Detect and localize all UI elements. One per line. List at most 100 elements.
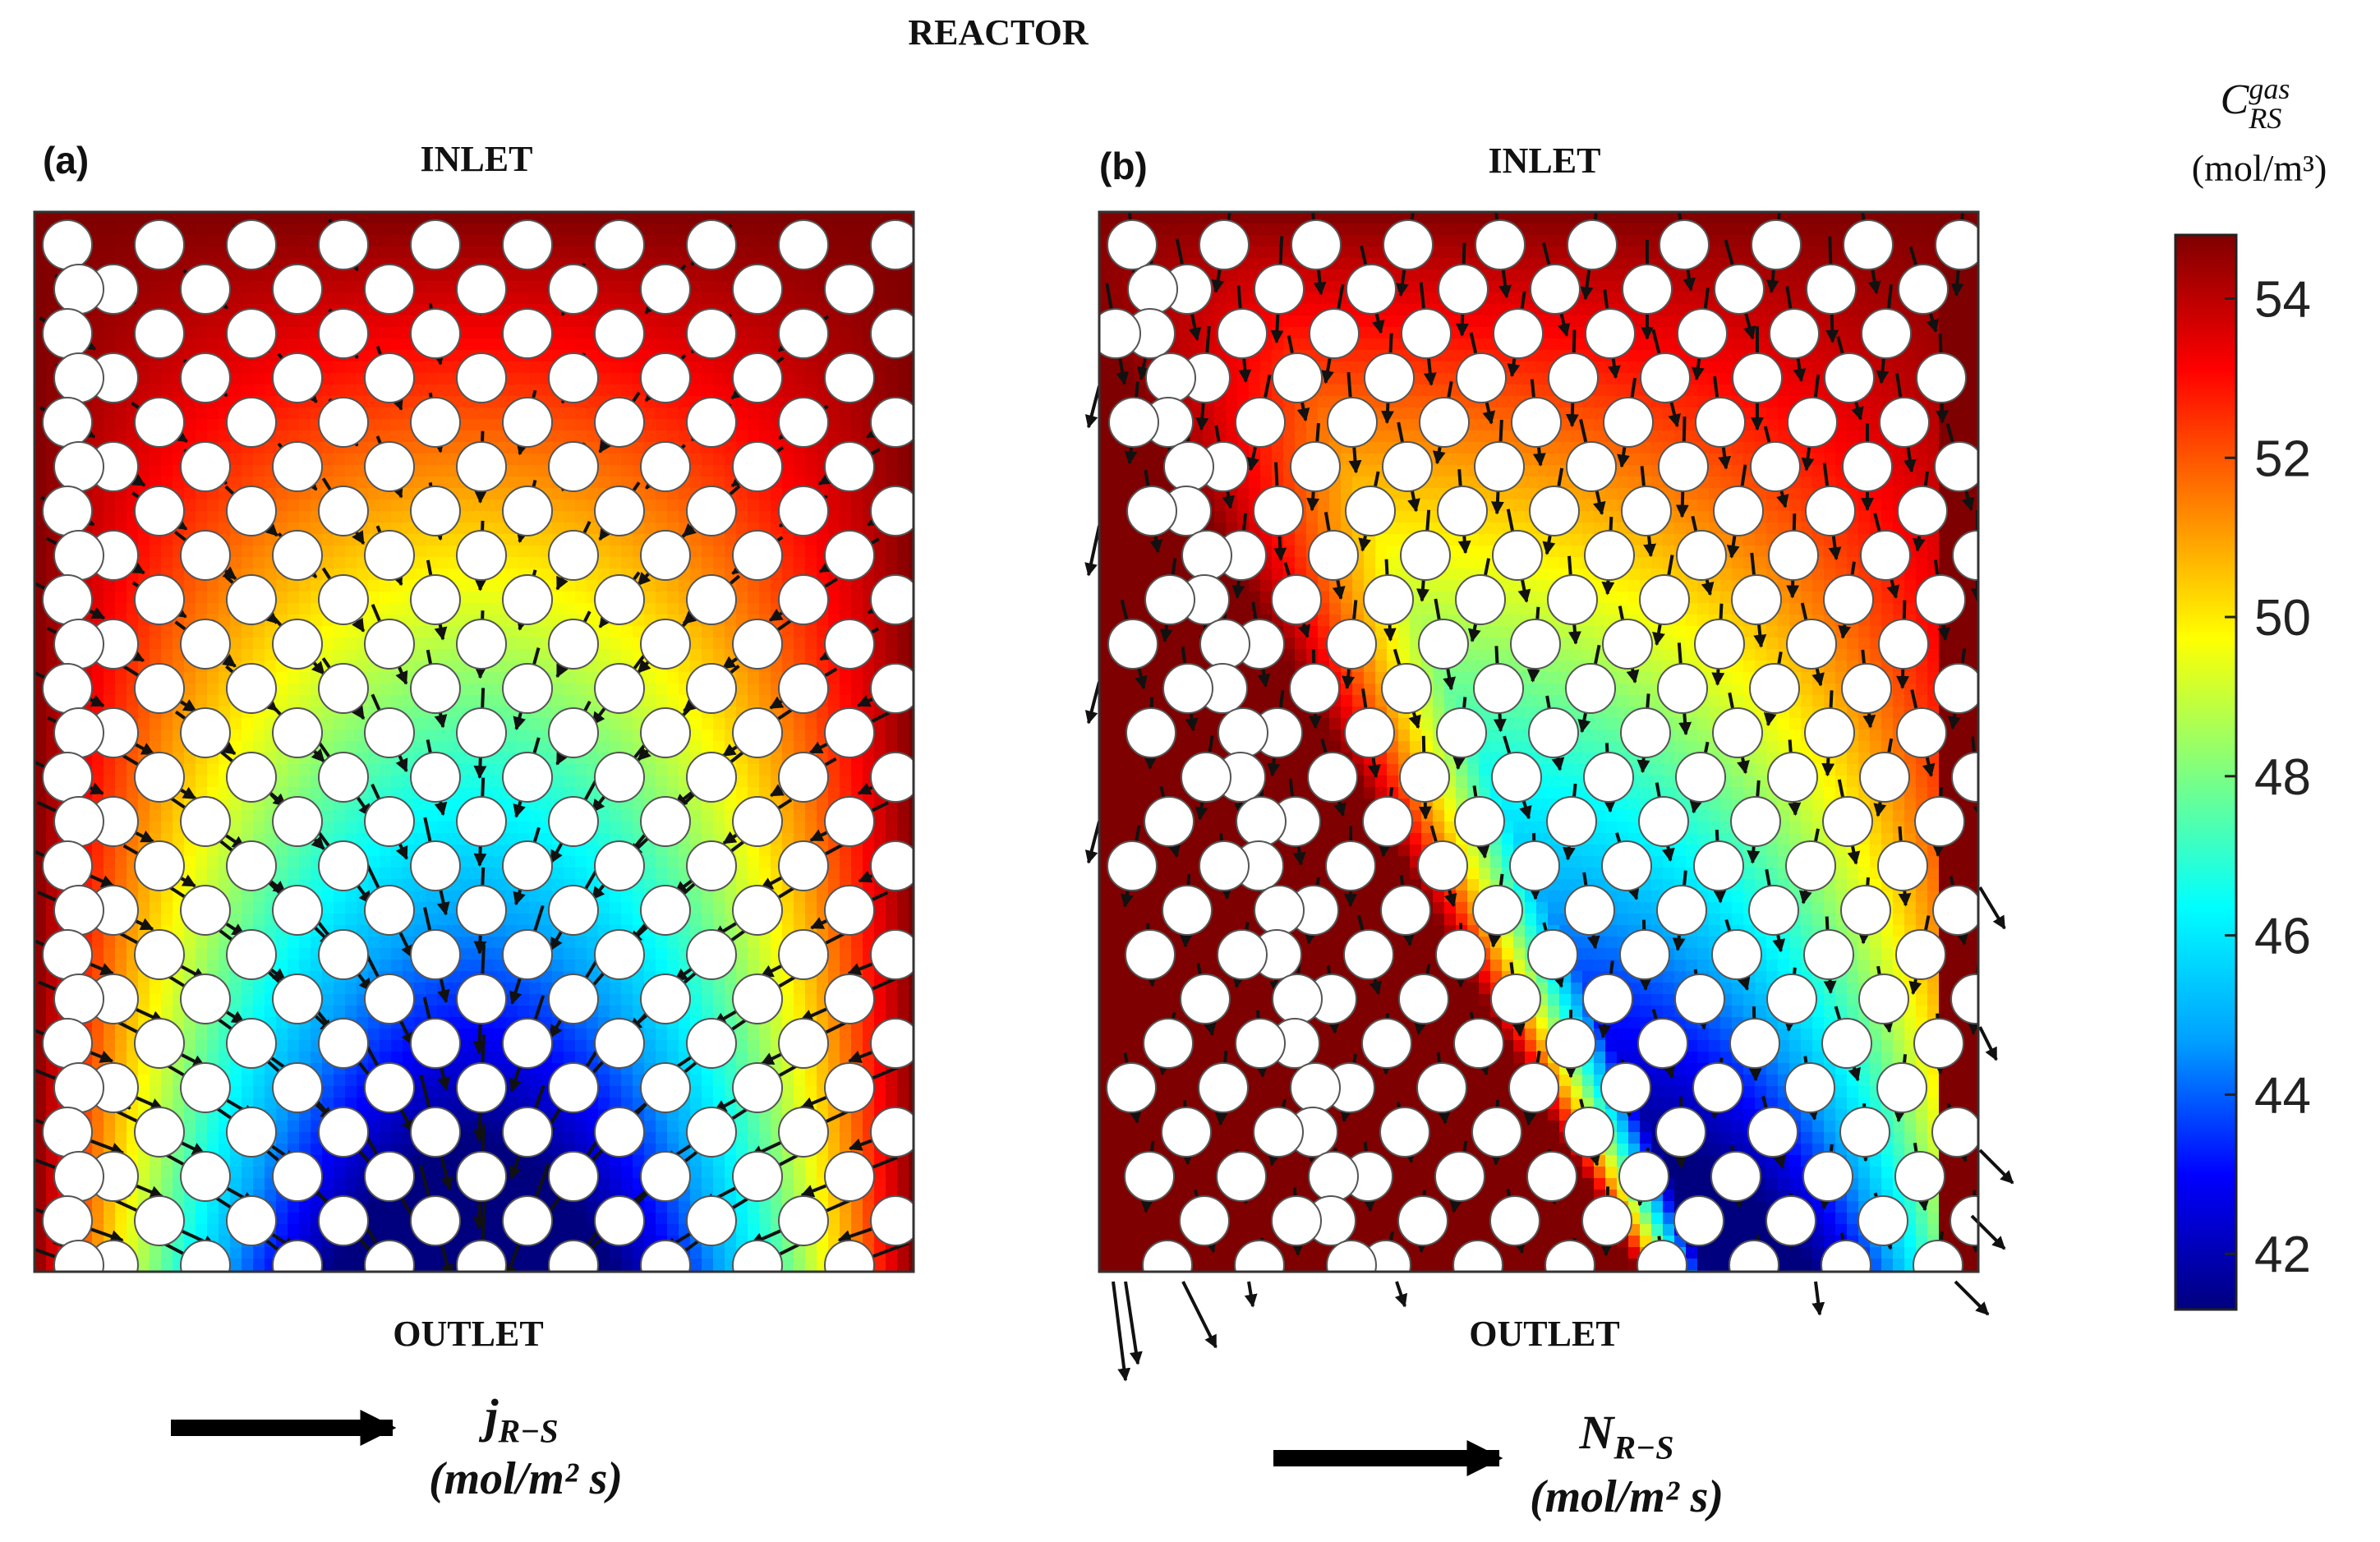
catalyst-particle (1858, 974, 1909, 1024)
catalyst-particle (1563, 1107, 1614, 1158)
catalyst-particle (1475, 219, 1526, 270)
catalyst-particle (180, 885, 231, 936)
catalyst-particle (1859, 752, 1910, 803)
catalyst-particle (1732, 352, 1783, 403)
catalyst-particle (1107, 619, 1158, 670)
catalyst-particle (226, 663, 277, 714)
catalyst-particle (594, 397, 645, 448)
catalyst-particle (1290, 441, 1341, 492)
figure-title: REACTOR (908, 12, 1089, 53)
catalyst-particle (180, 441, 231, 492)
catalyst-particle (134, 929, 185, 980)
catalyst-particle (686, 1018, 737, 1069)
catalyst-particle (42, 397, 93, 448)
catalyst-particle (134, 1195, 185, 1246)
catalyst-particle (272, 707, 323, 758)
catalyst-particle (364, 796, 415, 847)
catalyst-particle (456, 530, 507, 581)
catalyst-particle (686, 574, 737, 625)
catalyst-particle (824, 1240, 875, 1272)
catalyst-particle (1546, 796, 1597, 847)
catalyst-particle (824, 707, 875, 758)
catalyst-particle (1840, 885, 1891, 936)
catalyst-particle (640, 441, 691, 492)
catalyst-particle (824, 796, 875, 847)
catalyst-particle (824, 1062, 875, 1113)
catalyst-particle (502, 1195, 553, 1246)
catalyst-particle (1307, 752, 1358, 803)
colorbar-symbol: C (2220, 76, 2249, 123)
catalyst-particle (456, 352, 507, 403)
catalyst-particle (456, 707, 507, 758)
catalyst-particle (1510, 619, 1561, 670)
catalyst-particle (272, 1240, 323, 1272)
catalyst-particle (180, 1240, 231, 1272)
catalyst-particle (410, 840, 461, 891)
catalyst-particle (1601, 840, 1652, 891)
catalyst-particle (870, 219, 914, 270)
catalyst-particle (318, 840, 369, 891)
catalyst-particle (1786, 619, 1837, 670)
catalyst-particle (1932, 885, 1978, 936)
catalyst-particle (732, 352, 783, 403)
catalyst-particle (1676, 530, 1727, 581)
panel-a-catalyst-particles (42, 219, 914, 1272)
catalyst-particle (778, 752, 829, 803)
catalyst-particle (824, 352, 875, 403)
catalyst-particle (410, 1107, 461, 1158)
catalyst-particle (502, 486, 553, 536)
flux-vector (1978, 1148, 2014, 1185)
catalyst-particle (318, 219, 369, 270)
panel-b-vector-symbol: N (1579, 1406, 1614, 1459)
catalyst-particle (1895, 929, 1946, 980)
catalyst-particle (548, 1062, 599, 1113)
catalyst-particle (1655, 1107, 1706, 1158)
catalyst-particle (1106, 1062, 1157, 1113)
catalyst-particle (548, 1240, 599, 1272)
catalyst-particle (1714, 264, 1765, 315)
catalyst-particle (180, 796, 231, 847)
catalyst-particle (272, 619, 323, 670)
catalyst-particle (1143, 1018, 1194, 1069)
catalyst-particle (1398, 974, 1449, 1024)
catalyst-particle (594, 752, 645, 803)
catalyst-particle (1291, 219, 1342, 270)
flux-vector (1978, 886, 2006, 930)
catalyst-particle (548, 264, 599, 315)
catalyst-particle (1602, 619, 1653, 670)
catalyst-particle (1861, 308, 1912, 359)
catalyst-particle (1435, 929, 1486, 980)
flux-vector (1181, 1281, 1218, 1349)
catalyst-particle (1418, 619, 1469, 670)
catalyst-particle (1381, 663, 1432, 714)
catalyst-particle (1308, 1151, 1359, 1202)
catalyst-particle (640, 796, 691, 847)
catalyst-particle (1769, 308, 1820, 359)
catalyst-particle (1935, 219, 1978, 270)
catalyst-particle (1729, 1240, 1779, 1272)
catalyst-particle (1675, 752, 1726, 803)
catalyst-particle (1913, 1240, 1963, 1272)
catalyst-particle (1693, 840, 1744, 891)
catalyst-particle (1234, 1240, 1285, 1272)
catalyst-particle (364, 1151, 415, 1202)
catalyst-particle (1784, 1062, 1835, 1113)
catalyst-particle (272, 1062, 323, 1113)
catalyst-particle (1749, 663, 1800, 714)
catalyst-particle (732, 1062, 783, 1113)
catalyst-particle (1843, 219, 1894, 270)
catalyst-particle (272, 974, 323, 1024)
catalyst-particle (1768, 530, 1819, 581)
colorbar (2174, 233, 2238, 1311)
catalyst-particle (364, 619, 415, 670)
catalyst-particle (53, 1240, 104, 1272)
catalyst-particle (410, 308, 461, 359)
catalyst-particle (364, 352, 415, 403)
catalyst-particle (732, 530, 783, 581)
catalyst-particle (53, 796, 104, 847)
catalyst-particle (1199, 619, 1250, 670)
catalyst-particle (272, 1151, 323, 1202)
catalyst-particle (502, 308, 553, 359)
catalyst-particle (226, 1107, 277, 1158)
catalyst-particle (640, 1240, 691, 1272)
